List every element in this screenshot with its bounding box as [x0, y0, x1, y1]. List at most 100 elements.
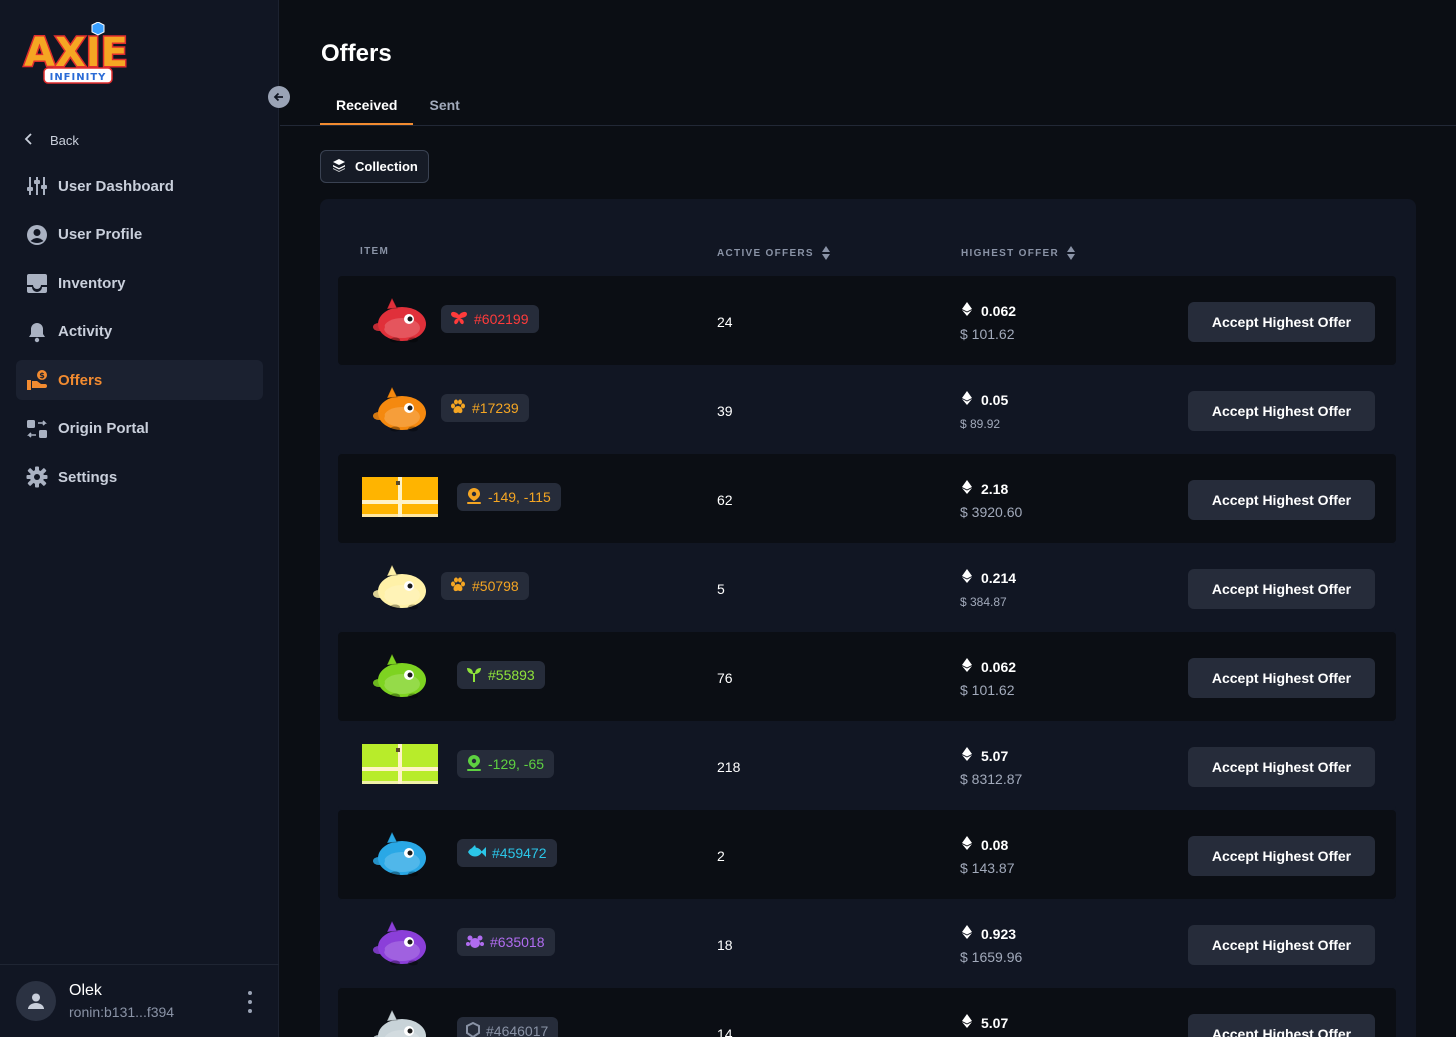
highest-offer-eth: 5.07: [962, 1014, 1008, 1031]
arrow-left-icon: [273, 92, 283, 102]
column-header-active-offers[interactable]: ACTIVE OFFERS: [717, 246, 830, 260]
sidebar-item-user-profile[interactable]: User Profile: [16, 215, 263, 255]
portal-icon: [26, 418, 48, 440]
sidebar-item-inventory[interactable]: Inventory: [16, 263, 263, 303]
sprout-icon: [466, 666, 482, 685]
table-row[interactable]: #602199 24 0.062 $ 101.62 Accept Highest…: [338, 276, 1396, 365]
item-id-badge[interactable]: -149, -115: [457, 483, 561, 511]
item-id-badge[interactable]: #4646017: [457, 1017, 559, 1037]
item-id-badge[interactable]: #635018: [457, 928, 555, 956]
table-row[interactable]: #17239 39 0.05 $ 89.92 Accept Highest Of…: [338, 365, 1396, 454]
column-header-highest-offer[interactable]: HIGHEST OFFER: [961, 246, 1076, 260]
eth-icon: [962, 836, 972, 853]
inventory-icon: [26, 272, 48, 294]
sidebar-item-user-dashboard[interactable]: User Dashboard: [16, 166, 263, 206]
eth-value: 0.062: [981, 302, 1017, 319]
pin-icon: [466, 754, 482, 774]
collection-filter-button[interactable]: Collection: [320, 150, 429, 183]
accept-highest-offer-button[interactable]: Accept Highest Offer: [1188, 302, 1375, 342]
table-row[interactable]: #635018 18 0.923 $ 1659.96 Accept Highes…: [338, 899, 1396, 988]
table-row[interactable]: -149, -115 62 2.18 $ 3920.60 Accept High…: [338, 454, 1396, 543]
fish-icon: [466, 844, 486, 862]
item-id: #4646017: [486, 1023, 549, 1037]
user-name: Olek: [69, 982, 102, 999]
pin-icon: [466, 487, 482, 507]
table-body: #602199 24 0.062 $ 101.62 Accept Highest…: [338, 276, 1396, 1037]
highest-offer-usd: $ 1659.96: [960, 949, 1023, 965]
table-row[interactable]: #459472 2 0.08 $ 143.87 Accept Highest O…: [338, 810, 1396, 899]
table-row[interactable]: #50798 5 0.214 $ 384.87 Accept Highest O…: [338, 543, 1396, 632]
sidebar-item-label: Origin Portal: [58, 420, 149, 437]
back-label: Back: [50, 133, 79, 148]
active-offers-count: 39: [717, 403, 733, 419]
accept-highest-offer-button[interactable]: Accept Highest Offer: [1188, 1014, 1375, 1037]
item-id: #17239: [472, 400, 519, 416]
accept-highest-offer-button[interactable]: Accept Highest Offer: [1188, 747, 1375, 787]
axie-thumbnail[interactable]: [360, 822, 440, 884]
item-id-badge[interactable]: #602199: [441, 305, 539, 333]
sort-icon: [821, 246, 830, 260]
accept-highest-offer-button[interactable]: Accept Highest Offer: [1188, 391, 1375, 431]
table-row[interactable]: #55893 76 0.062 $ 101.62 Accept Highest …: [338, 632, 1396, 721]
highest-offer-eth: 0.062: [962, 658, 1016, 675]
highest-offer-eth: 0.062: [962, 302, 1016, 319]
highest-offer-usd: $ 101.62: [960, 326, 1015, 342]
accept-highest-offer-button[interactable]: Accept Highest Offer: [1188, 925, 1375, 965]
accept-highest-offer-button[interactable]: Accept Highest Offer: [1188, 480, 1375, 520]
item-id-badge[interactable]: #50798: [441, 572, 529, 600]
accept-highest-offer-button[interactable]: Accept Highest Offer: [1188, 658, 1375, 698]
accept-highest-offer-button[interactable]: Accept Highest Offer: [1188, 836, 1375, 876]
user-account-box: Olek ronin:b131...f394: [0, 964, 279, 1037]
highest-offer-usd: $ 143.87: [960, 860, 1015, 876]
eth-icon: [962, 391, 972, 408]
svg-text:$: $: [39, 371, 45, 380]
item-id-badge[interactable]: #17239: [441, 394, 529, 422]
axie-infinity-logo[interactable]: AXIE INFINITY: [22, 21, 134, 88]
layers-icon: [332, 158, 346, 175]
butterfly-icon: [450, 311, 468, 328]
item-id: -149, -115: [488, 489, 551, 505]
eth-value: 0.923: [981, 925, 1017, 942]
axie-thumbnail[interactable]: [360, 911, 440, 973]
axie-thumbnail[interactable]: [360, 377, 440, 439]
land-plot-thumbnail[interactable]: [360, 733, 440, 795]
tab-received[interactable]: Received: [320, 90, 414, 125]
sidebar-item-activity[interactable]: Activity: [16, 312, 263, 352]
sidebar: AXIE INFINITY Back User Dashboard User P…: [0, 0, 279, 1037]
accept-highest-offer-button[interactable]: Accept Highest Offer: [1188, 569, 1375, 609]
sort-icon: [1067, 246, 1076, 260]
axie-thumbnail[interactable]: [360, 1000, 440, 1037]
item-id: #635018: [490, 934, 545, 950]
axie-thumbnail[interactable]: [360, 288, 440, 350]
paw-icon: [450, 577, 466, 596]
table-row[interactable]: #4646017 14 5.07 Accept Highest Offer: [338, 988, 1396, 1037]
avatar[interactable]: [16, 981, 56, 1021]
highest-offer-usd: $ 89.92: [960, 417, 1001, 431]
table-row[interactable]: -129, -65 218 5.07 $ 8312.87 Accept High…: [338, 721, 1396, 810]
item-id-badge[interactable]: #459472: [457, 839, 557, 867]
item-id-badge[interactable]: -129, -65: [457, 750, 555, 778]
item-id: -129, -65: [488, 756, 545, 772]
sidebar-item-offers[interactable]: $ Offers: [16, 360, 263, 400]
sidebar-item-origin-portal[interactable]: Origin Portal: [16, 409, 263, 449]
sidebar-item-settings[interactable]: Settings: [16, 457, 263, 497]
sidebar-nav: User Dashboard User Profile Inventory Ac…: [16, 166, 263, 506]
collapse-sidebar-button[interactable]: [268, 86, 290, 108]
highest-offer-usd: $ 101.62: [960, 682, 1015, 698]
tab-sent[interactable]: Sent: [429, 97, 460, 113]
sliders-icon: [26, 175, 48, 197]
axie-thumbnail[interactable]: [360, 555, 440, 617]
active-offers-count: 5: [717, 581, 725, 597]
active-offers-count: 62: [717, 492, 733, 508]
item-id: #50798: [472, 578, 519, 594]
collection-filter-label: Collection: [355, 159, 418, 174]
main-content: Offers Received Sent Collection ITEM ACT…: [280, 0, 1456, 1037]
more-options-icon[interactable]: [242, 991, 258, 1013]
active-offers-count: 24: [717, 314, 733, 330]
back-link[interactable]: Back: [24, 133, 79, 148]
item-id-badge[interactable]: #55893: [457, 661, 545, 689]
item-id: #459472: [492, 845, 547, 861]
land-plot-thumbnail[interactable]: [360, 466, 440, 528]
highest-offer-usd: $ 8312.87: [960, 771, 1023, 787]
axie-thumbnail[interactable]: [360, 644, 440, 706]
